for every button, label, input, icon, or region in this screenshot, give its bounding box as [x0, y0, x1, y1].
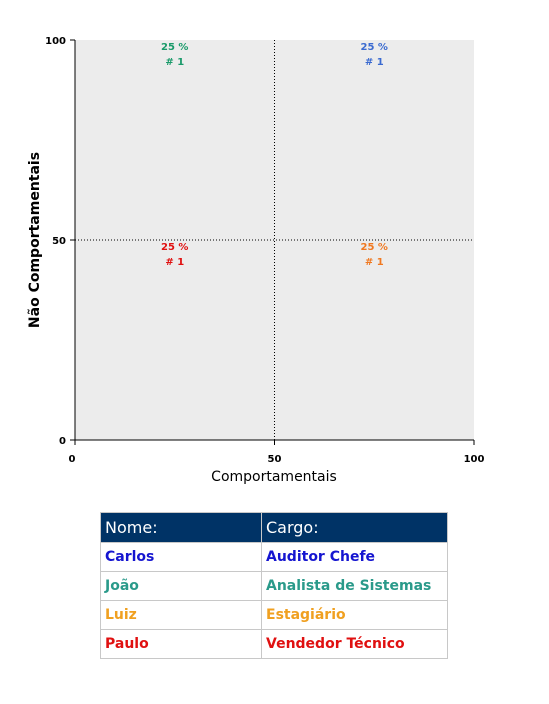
row-name-cell: Paulo — [100, 629, 262, 659]
row-role-cell: Analista de Sistemas — [261, 571, 448, 601]
y-tick-label: 0 — [59, 436, 66, 447]
row-role-cell: Auditor Chefe — [261, 542, 448, 572]
table-row: Luiz Estagiário — [100, 600, 448, 630]
row-name-cell: Carlos — [100, 542, 262, 572]
quadrant-percent-label: 25 % — [161, 42, 188, 53]
header-name: Nome: — [100, 512, 262, 543]
x-tick-label: 50 — [268, 454, 282, 465]
row-name-cell: João — [100, 571, 262, 601]
row-role-cell: Estagiário — [261, 600, 448, 630]
y-tick-label: 50 — [52, 236, 66, 247]
quadrant-count-label: # 1 — [365, 57, 384, 68]
quadrant-percent-label: 25 % — [161, 242, 188, 253]
quadrant-count-label: # 1 — [165, 257, 184, 268]
y-axis-label: Não Comportamentais — [27, 152, 43, 328]
people-table: Nome: Cargo: Carlos Auditor Chefe João Anal… — [100, 512, 448, 659]
row-role-cell: Vendedor Técnico — [261, 629, 448, 659]
row-name-cell: Luiz — [100, 600, 262, 630]
table-row: Carlos Auditor Chefe — [100, 542, 448, 572]
y-tick-label: 100 — [45, 36, 66, 47]
quadrant-percent-label: 25 % — [361, 42, 388, 53]
table-row: João Analista de Sistemas — [100, 571, 448, 601]
quadrant-percent-label: 25 % — [361, 242, 388, 253]
quadrant-chart: 0 50 100 0 50 100 25 % # 1 25 % # 1 25 % # 1 25 % # 1… — [27, 36, 485, 485]
quadrant-count-label: # 1 — [365, 257, 384, 268]
x-tick-label: 100 — [464, 454, 485, 465]
x-axis-label: Comportamentais — [211, 469, 337, 485]
header-role: Cargo: — [261, 512, 448, 543]
table-row: Paulo Vendedor Técnico — [100, 629, 448, 659]
table-header-row: Nome: Cargo: — [100, 512, 448, 543]
x-tick-label: 0 — [69, 454, 76, 465]
quadrant-count-label: # 1 — [165, 57, 184, 68]
